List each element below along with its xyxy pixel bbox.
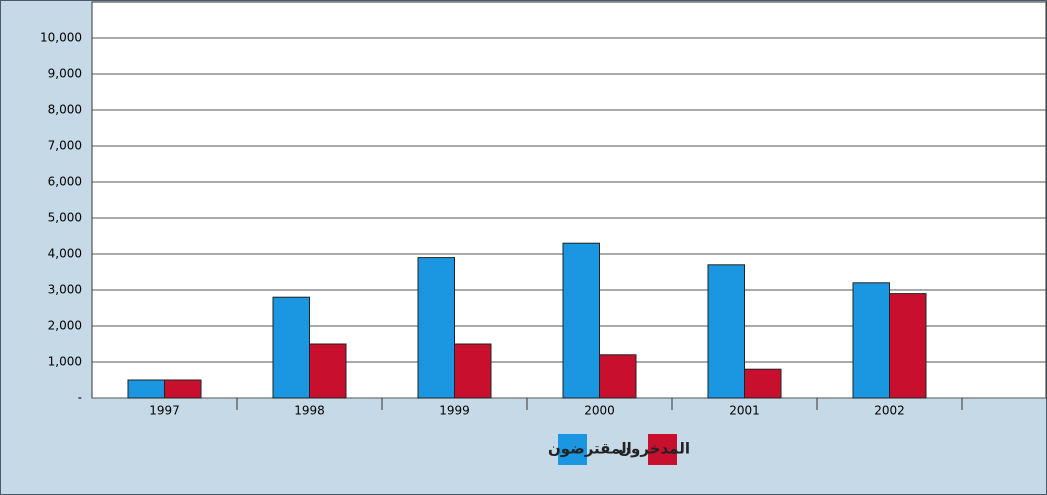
bar [309,343,347,399]
x-tick-label: 2000 [584,404,615,418]
bar [852,282,890,399]
y-tick-label: 3,000 [48,283,82,297]
x-tick-label: 1999 [439,404,470,418]
x-tick-label: 1997 [149,404,180,418]
bar [707,264,745,399]
legend-label: المدخرون [618,440,690,458]
y-tick-label: - [78,391,82,405]
y-tick-label: 5,000 [48,211,82,225]
y-tick-label: 2,000 [48,319,82,333]
bar [417,257,455,399]
y-tick-label: 7,000 [48,139,82,153]
bar [127,379,165,399]
bar [889,293,927,399]
y-tick-label: 4,000 [48,247,82,261]
bar [562,242,600,399]
bar [454,343,492,399]
legend-swatch [558,434,587,465]
y-tick-label: 8,000 [48,103,82,117]
bar [744,368,782,399]
y-tick-label: 6,000 [48,175,82,189]
legend-swatch [648,434,677,465]
bar [272,296,310,399]
bar [599,354,637,399]
legend-label: المقترضون [548,440,632,458]
x-tick-label: 2002 [874,404,905,418]
y-tick-label: 1,000 [48,355,82,369]
y-tick-label: 10,000 [40,31,82,45]
x-tick-label: 1998 [294,404,325,418]
bar [164,379,202,399]
y-tick-label: 9,000 [48,67,82,81]
x-tick-label: 2001 [729,404,760,418]
